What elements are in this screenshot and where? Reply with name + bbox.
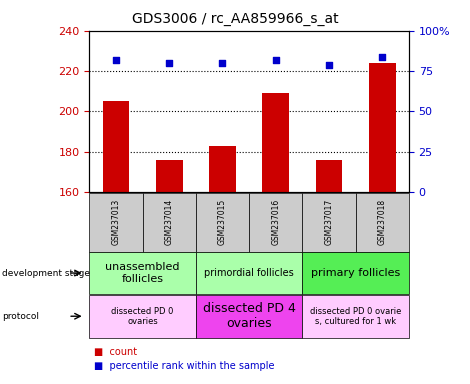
Bar xyxy=(316,160,342,192)
Bar xyxy=(209,146,236,192)
Text: GDS3006 / rc_AA859966_s_at: GDS3006 / rc_AA859966_s_at xyxy=(132,12,338,25)
Text: primary follicles: primary follicles xyxy=(311,268,400,278)
Text: dissected PD 4
ovaries: dissected PD 4 ovaries xyxy=(203,302,296,330)
Text: GSM237016: GSM237016 xyxy=(271,199,280,245)
Text: GSM237018: GSM237018 xyxy=(378,199,387,245)
Point xyxy=(219,60,226,66)
Text: GSM237013: GSM237013 xyxy=(111,199,120,245)
Text: protocol: protocol xyxy=(2,312,39,321)
Text: GSM237015: GSM237015 xyxy=(218,199,227,245)
Point xyxy=(165,60,173,66)
Point xyxy=(325,61,333,68)
Bar xyxy=(262,93,289,192)
Text: GSM237017: GSM237017 xyxy=(324,199,334,245)
Bar xyxy=(156,160,182,192)
Text: GSM237014: GSM237014 xyxy=(164,199,174,245)
Text: dissected PD 0 ovarie
s, cultured for 1 wk: dissected PD 0 ovarie s, cultured for 1 … xyxy=(310,306,401,326)
Text: development stage: development stage xyxy=(2,268,90,278)
Point xyxy=(272,57,280,63)
Bar xyxy=(369,63,396,192)
Text: primordial follicles: primordial follicles xyxy=(204,268,294,278)
Text: unassembled
follicles: unassembled follicles xyxy=(105,262,180,284)
Point xyxy=(112,57,120,63)
Point xyxy=(378,53,386,60)
Text: dissected PD 0
ovaries: dissected PD 0 ovaries xyxy=(111,306,174,326)
Text: ■  percentile rank within the sample: ■ percentile rank within the sample xyxy=(94,361,274,371)
Text: ■  count: ■ count xyxy=(94,347,137,357)
Bar xyxy=(102,101,129,192)
